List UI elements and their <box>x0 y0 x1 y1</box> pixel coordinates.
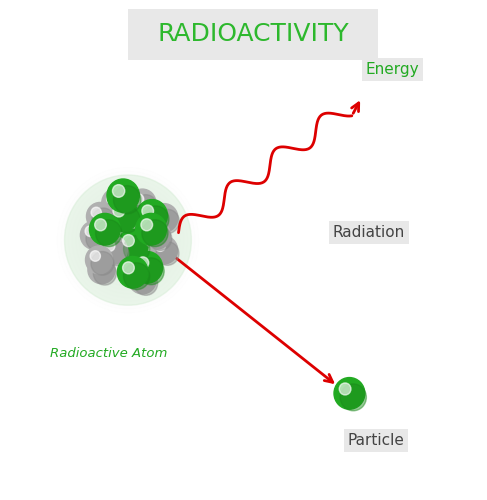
Circle shape <box>80 221 108 250</box>
Circle shape <box>138 258 164 284</box>
Text: RADIOACTIVITY: RADIOACTIVITY <box>157 22 349 46</box>
Circle shape <box>86 226 110 251</box>
Circle shape <box>64 175 191 306</box>
Circle shape <box>155 208 166 220</box>
Circle shape <box>107 179 139 212</box>
Circle shape <box>149 227 172 250</box>
Circle shape <box>340 384 366 411</box>
Circle shape <box>143 206 169 233</box>
Circle shape <box>155 241 166 252</box>
Circle shape <box>93 260 103 271</box>
Circle shape <box>87 202 113 230</box>
Circle shape <box>90 250 100 262</box>
Circle shape <box>129 189 156 217</box>
Circle shape <box>142 220 168 246</box>
Circle shape <box>108 194 131 219</box>
Circle shape <box>133 270 144 281</box>
Circle shape <box>112 184 125 198</box>
Circle shape <box>143 221 170 249</box>
Circle shape <box>133 194 144 204</box>
Circle shape <box>156 242 179 266</box>
Circle shape <box>90 214 120 245</box>
Circle shape <box>141 219 152 231</box>
Circle shape <box>85 226 95 236</box>
Circle shape <box>132 252 163 283</box>
Circle shape <box>124 236 150 262</box>
Circle shape <box>156 210 179 234</box>
Circle shape <box>123 262 134 274</box>
Circle shape <box>91 252 114 275</box>
Circle shape <box>150 236 178 264</box>
Circle shape <box>148 226 158 236</box>
Circle shape <box>124 263 150 289</box>
Circle shape <box>86 246 112 274</box>
Circle shape <box>339 383 351 395</box>
Circle shape <box>108 200 138 231</box>
Circle shape <box>105 242 129 266</box>
Circle shape <box>113 205 125 217</box>
Circle shape <box>100 236 128 264</box>
Circle shape <box>334 378 365 409</box>
Text: Particle: Particle <box>347 433 404 448</box>
Circle shape <box>142 205 153 217</box>
Circle shape <box>107 194 117 204</box>
Circle shape <box>137 200 168 231</box>
Text: Radiation: Radiation <box>333 225 405 240</box>
Circle shape <box>137 257 149 269</box>
Circle shape <box>150 204 178 232</box>
Circle shape <box>129 266 156 294</box>
Circle shape <box>95 220 122 246</box>
Circle shape <box>134 271 158 295</box>
Text: Energy: Energy <box>366 62 420 77</box>
Circle shape <box>134 194 157 218</box>
Circle shape <box>88 256 115 283</box>
Circle shape <box>94 262 116 285</box>
FancyBboxPatch shape <box>128 9 378 59</box>
Circle shape <box>123 234 134 246</box>
Circle shape <box>114 206 140 233</box>
Circle shape <box>104 240 115 252</box>
Circle shape <box>113 186 141 214</box>
Circle shape <box>92 208 115 232</box>
Circle shape <box>91 207 101 218</box>
Circle shape <box>117 256 148 288</box>
Circle shape <box>117 229 148 261</box>
Circle shape <box>102 188 130 218</box>
Text: Radioactive Atom: Radioactive Atom <box>50 348 168 360</box>
Circle shape <box>136 214 167 245</box>
Circle shape <box>94 219 106 231</box>
